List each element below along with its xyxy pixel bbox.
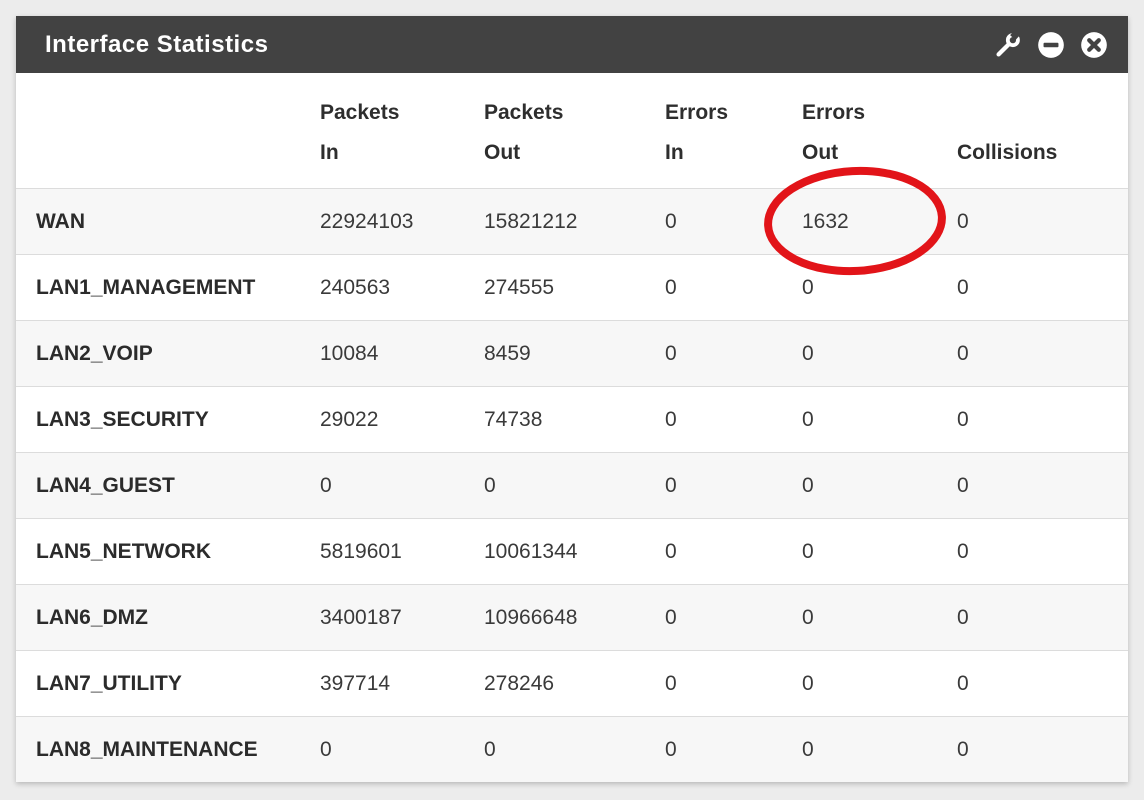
table-row: LAN1_MANAGEMENT 240563 274555 0 0 0 xyxy=(16,254,1128,321)
packets-in-value: 0 xyxy=(320,738,332,761)
errors-out-value: 1632 xyxy=(802,210,849,233)
collisions-value: 0 xyxy=(957,210,969,233)
errors-out-value: 0 xyxy=(802,474,814,497)
packets-in-value: 22924103 xyxy=(320,210,414,233)
errors-in-value: 0 xyxy=(665,672,677,695)
errors-out-value: 0 xyxy=(802,276,814,299)
widget-title: Interface Statistics xyxy=(45,30,269,58)
collisions-value: 0 xyxy=(957,738,969,761)
interface-statistics-table: Packets In Packets Out Errors In Errors … xyxy=(16,73,1128,782)
interface-name: LAN6_DMZ xyxy=(36,606,149,629)
interface-name: LAN1_MANAGEMENT xyxy=(36,276,256,299)
collisions-value: 0 xyxy=(957,474,969,497)
table-row: WAN 22924103 15821212 0 1632 0 xyxy=(16,188,1128,255)
packets-in-value: 10084 xyxy=(320,342,379,365)
table-row: LAN6_DMZ 3400187 10966648 0 0 0 xyxy=(16,584,1128,651)
table-row: LAN3_SECURITY 29022 74738 0 0 0 xyxy=(16,386,1128,453)
widget-controls xyxy=(994,31,1108,59)
packets-in-value: 29022 xyxy=(320,408,379,431)
errors-in-value: 0 xyxy=(665,474,677,497)
col-header-packets-out: Packets Out xyxy=(484,101,564,164)
packets-in-value: 3400187 xyxy=(320,606,402,629)
col-header-errors-out: Errors Out xyxy=(802,101,866,164)
collisions-value: 0 xyxy=(957,672,969,695)
errors-in-value: 0 xyxy=(665,606,677,629)
packets-out-value: 0 xyxy=(484,474,496,497)
packets-out-value: 8459 xyxy=(484,342,531,365)
errors-out-value: 0 xyxy=(802,606,814,629)
interface-name: LAN7_UTILITY xyxy=(36,672,182,695)
packets-out-value: 15821212 xyxy=(484,210,578,233)
errors-in-value: 0 xyxy=(665,276,677,299)
table-row: LAN2_VOIP 10084 8459 0 0 0 xyxy=(16,320,1128,387)
interface-name: LAN8_MAINTENANCE xyxy=(36,738,258,761)
wrench-icon[interactable] xyxy=(994,31,1022,59)
table-row: LAN5_NETWORK 5819601 10061344 0 0 0 xyxy=(16,518,1128,585)
collisions-value: 0 xyxy=(957,606,969,629)
interface-name: LAN2_VOIP xyxy=(36,342,153,365)
col-header-packets-in: Packets In xyxy=(320,101,400,164)
packets-out-value: 10061344 xyxy=(484,540,578,563)
close-icon[interactable] xyxy=(1080,31,1108,59)
packets-out-value: 278246 xyxy=(484,672,555,695)
collisions-value: 0 xyxy=(957,276,969,299)
col-header-collisions: Collisions xyxy=(957,141,1058,164)
errors-out-value: 0 xyxy=(802,540,814,563)
errors-in-value: 0 xyxy=(665,408,677,431)
collisions-value: 0 xyxy=(957,342,969,365)
errors-out-value: 0 xyxy=(802,738,814,761)
packets-in-value: 5819601 xyxy=(320,540,402,563)
errors-out-value: 0 xyxy=(802,408,814,431)
packets-in-value: 397714 xyxy=(320,672,391,695)
errors-in-value: 0 xyxy=(665,738,677,761)
packets-out-value: 10966648 xyxy=(484,606,578,629)
col-header-errors-in: Errors In xyxy=(665,101,729,164)
interface-name: LAN3_SECURITY xyxy=(36,408,209,431)
errors-in-value: 0 xyxy=(665,540,677,563)
errors-in-value: 0 xyxy=(665,342,677,365)
collisions-value: 0 xyxy=(957,540,969,563)
table-row: LAN8_MAINTENANCE 0 0 0 0 0 xyxy=(16,716,1128,782)
packets-out-value: 0 xyxy=(484,738,496,761)
table-row: LAN4_GUEST 0 0 0 0 0 xyxy=(16,452,1128,519)
collisions-value: 0 xyxy=(957,408,969,431)
packets-out-value: 74738 xyxy=(484,408,543,431)
errors-in-value: 0 xyxy=(665,210,677,233)
interface-statistics-widget: Interface Statistics xyxy=(16,16,1128,782)
interface-name: WAN xyxy=(36,210,85,233)
widget-header: Interface Statistics xyxy=(16,16,1128,73)
table-header-row: Packets In Packets Out Errors In Errors … xyxy=(16,73,1128,189)
packets-in-value: 240563 xyxy=(320,276,391,299)
packets-in-value: 0 xyxy=(320,474,332,497)
errors-out-value: 0 xyxy=(802,672,814,695)
errors-out-value: 0 xyxy=(802,342,814,365)
packets-out-value: 274555 xyxy=(484,276,555,299)
interface-name: LAN4_GUEST xyxy=(36,474,175,497)
minus-icon[interactable] xyxy=(1037,31,1065,59)
table-row: LAN7_UTILITY 397714 278246 0 0 0 xyxy=(16,650,1128,717)
interface-name: LAN5_NETWORK xyxy=(36,540,212,563)
col-header-interface xyxy=(16,73,320,189)
